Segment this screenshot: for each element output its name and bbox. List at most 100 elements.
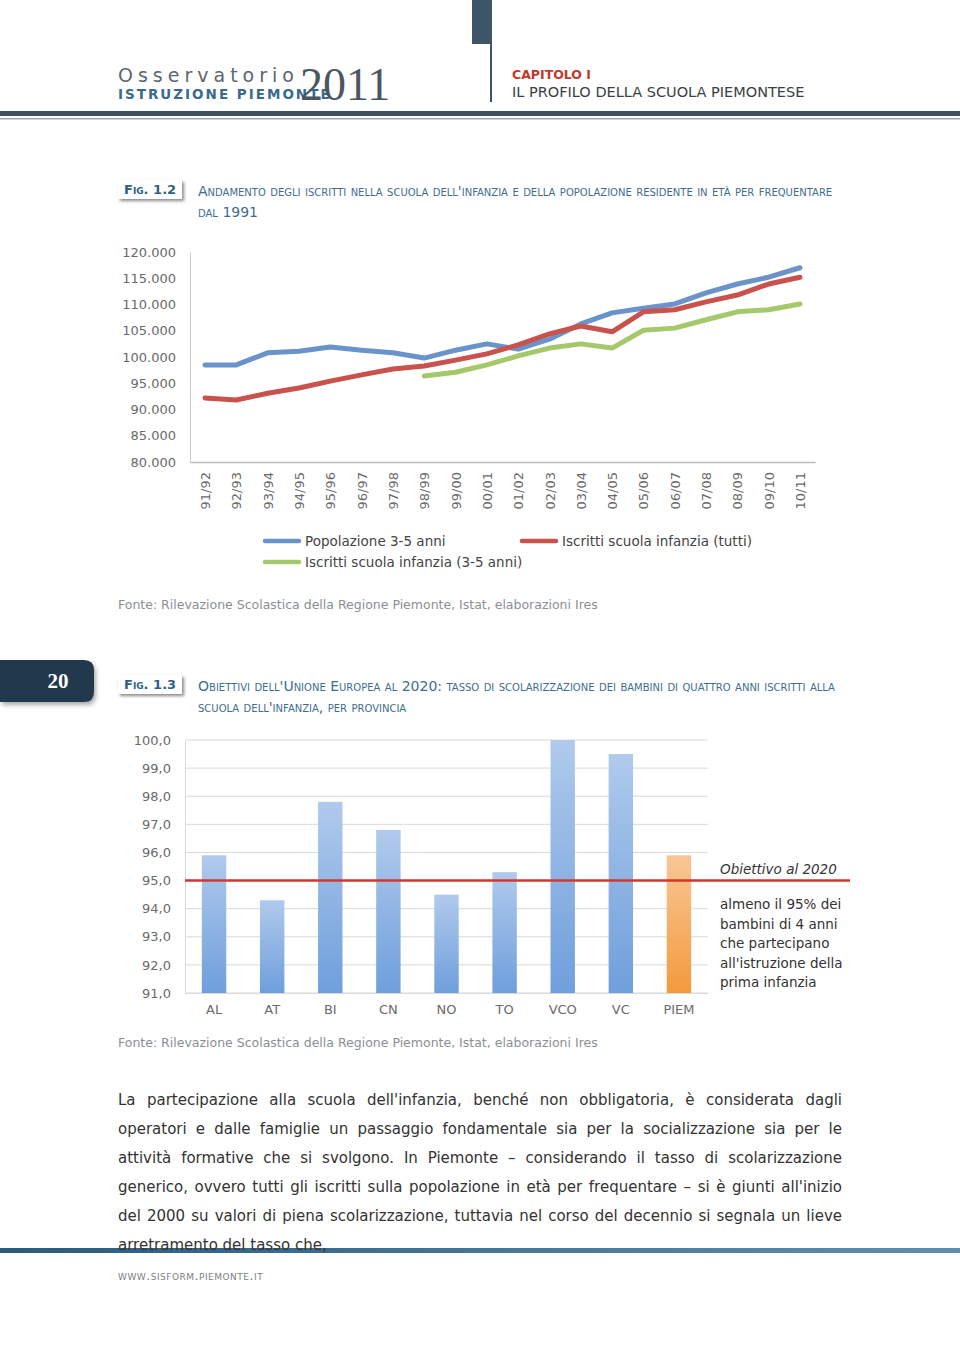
legend-swatch bbox=[265, 539, 299, 544]
y-tick-label: 85.000 bbox=[131, 428, 177, 443]
x-tick: AL bbox=[206, 993, 223, 1017]
x-tick: 91/92 bbox=[198, 462, 213, 509]
x-tick: 98/99 bbox=[417, 462, 432, 509]
x-tick: 97/98 bbox=[386, 462, 401, 509]
y-tick: 90.000 bbox=[131, 402, 191, 417]
y-axis: 91,092,093,094,095,096,097,098,099,0100,… bbox=[134, 733, 186, 1001]
plot-area bbox=[205, 268, 800, 400]
x-tick: 04/05 bbox=[605, 462, 620, 509]
annotation-title: Obiettivo al 2020 bbox=[720, 861, 837, 877]
y-tick-label: 105.000 bbox=[122, 323, 176, 338]
x-tick: 93/94 bbox=[261, 462, 276, 509]
source-note: Fonte: Rilevazione Scolastica della Regi… bbox=[118, 1035, 598, 1050]
x-tick: 02/03 bbox=[543, 462, 558, 509]
x-tick-label: 95/96 bbox=[323, 472, 338, 509]
x-tick-label: 99/00 bbox=[449, 472, 464, 509]
plot-area bbox=[202, 740, 691, 993]
x-tick-label: 02/03 bbox=[543, 472, 558, 509]
x-tick-label: BI bbox=[324, 1002, 337, 1017]
x-tick-label: 03/04 bbox=[574, 472, 589, 509]
y-tick-label: 90.000 bbox=[131, 402, 177, 417]
y-tick-label: 120.000 bbox=[122, 245, 176, 260]
series-line bbox=[424, 304, 800, 376]
x-tick: AT bbox=[264, 993, 280, 1017]
y-tick-label: 115.000 bbox=[122, 271, 176, 286]
figure-label: Fig. 1.2 bbox=[118, 180, 182, 199]
y-tick-label: 99,0 bbox=[142, 761, 171, 776]
y-tick: 94,0 bbox=[142, 901, 185, 916]
y-tick: 100.000 bbox=[122, 350, 190, 365]
x-tick-label: NO bbox=[437, 1002, 457, 1017]
annotation-text: bambini di 4 anni bbox=[720, 916, 838, 932]
y-tick-label: 92,0 bbox=[142, 958, 171, 973]
x-tick: 96/97 bbox=[355, 462, 370, 509]
header-rule bbox=[0, 111, 960, 116]
legend: Popolazione 3-5 anni Iscritti scuola infa… bbox=[265, 533, 752, 570]
y-tick-label: 93,0 bbox=[142, 929, 171, 944]
target-line bbox=[185, 879, 850, 882]
y-tick: 85.000 bbox=[131, 428, 191, 443]
x-tick: VCO bbox=[549, 993, 577, 1017]
y-tick-label: 80.000 bbox=[131, 455, 177, 470]
figure-label: Fig. 1.3 bbox=[118, 675, 182, 694]
bar bbox=[667, 855, 691, 993]
annotation-text: all'istruzione della bbox=[720, 955, 843, 971]
x-tick-label: 06/07 bbox=[668, 472, 683, 509]
x-tick-label: 94/95 bbox=[292, 472, 307, 509]
bar bbox=[492, 872, 516, 993]
x-tick-label: 96/97 bbox=[355, 472, 370, 509]
x-tick-label: 98/99 bbox=[417, 472, 432, 509]
annotation-text: almeno il 95% dei bbox=[720, 896, 841, 912]
y-tick: 105.000 bbox=[122, 323, 190, 338]
x-tick: 07/08 bbox=[699, 462, 714, 509]
x-tick-label: 01/02 bbox=[511, 472, 526, 509]
grid bbox=[185, 740, 708, 993]
x-tick-label: CN bbox=[379, 1002, 398, 1017]
grid-line bbox=[185, 740, 708, 741]
y-tick: 110.000 bbox=[122, 297, 190, 312]
legend-swatch bbox=[265, 560, 299, 565]
figure-title: Andamento degli iscritti nella scuola de… bbox=[198, 181, 848, 223]
y-tick-label: 110.000 bbox=[122, 297, 176, 312]
header-rule-thin bbox=[0, 118, 960, 120]
bar bbox=[376, 830, 400, 993]
x-tick-label: AL bbox=[206, 1002, 223, 1017]
y-tick-label: 96,0 bbox=[142, 845, 171, 860]
x-axis-line bbox=[191, 462, 816, 464]
x-tick-label: 97/98 bbox=[386, 472, 401, 509]
annotation-text: che partecipano bbox=[720, 935, 829, 951]
body-paragraph: La partecipazione alla scuola dell'infan… bbox=[118, 1086, 842, 1260]
y-tick-label: 95.000 bbox=[131, 376, 177, 391]
header-series: Osservatorio bbox=[118, 64, 299, 86]
y-tick: 93,0 bbox=[142, 929, 185, 944]
x-tick: NO bbox=[437, 993, 457, 1017]
x-tick-label: 92/93 bbox=[229, 472, 244, 509]
x-tick: 03/04 bbox=[574, 462, 589, 509]
x-tick-label: 91/92 bbox=[198, 472, 213, 509]
bar bbox=[202, 855, 226, 993]
x-tick-label: 05/06 bbox=[636, 472, 651, 509]
x-tick: 94/95 bbox=[292, 462, 307, 509]
legend-label: Iscritti scuola infanzia (tutti) bbox=[562, 533, 752, 549]
x-tick: 09/10 bbox=[762, 462, 777, 509]
legend-item: Iscritti scuola infanzia (tutti) bbox=[522, 533, 752, 549]
x-tick-label: 08/09 bbox=[730, 472, 745, 509]
x-tick: VC bbox=[612, 993, 630, 1017]
annotation-text: prima infanzia bbox=[720, 974, 817, 990]
x-tick: 92/93 bbox=[229, 462, 244, 509]
bar bbox=[260, 900, 284, 993]
header-tab bbox=[472, 0, 492, 44]
y-tick: 97,0 bbox=[142, 817, 185, 832]
x-tick-label: 04/05 bbox=[605, 472, 620, 509]
legend-label: Popolazione 3-5 anni bbox=[305, 533, 446, 549]
x-axis: ALATBICNNOTOVCOVCPIEM bbox=[186, 993, 709, 1017]
bar bbox=[609, 754, 633, 993]
chapter-label: CAPITOLO I bbox=[512, 67, 591, 82]
y-tick: 120.000 bbox=[122, 245, 190, 260]
y-tick-label: 100.000 bbox=[122, 350, 176, 365]
x-axis-line bbox=[186, 993, 709, 994]
y-tick-label: 95,0 bbox=[142, 873, 171, 888]
series-line bbox=[205, 277, 800, 400]
x-tick: 95/96 bbox=[323, 462, 338, 509]
y-tick-label: 94,0 bbox=[142, 901, 171, 916]
